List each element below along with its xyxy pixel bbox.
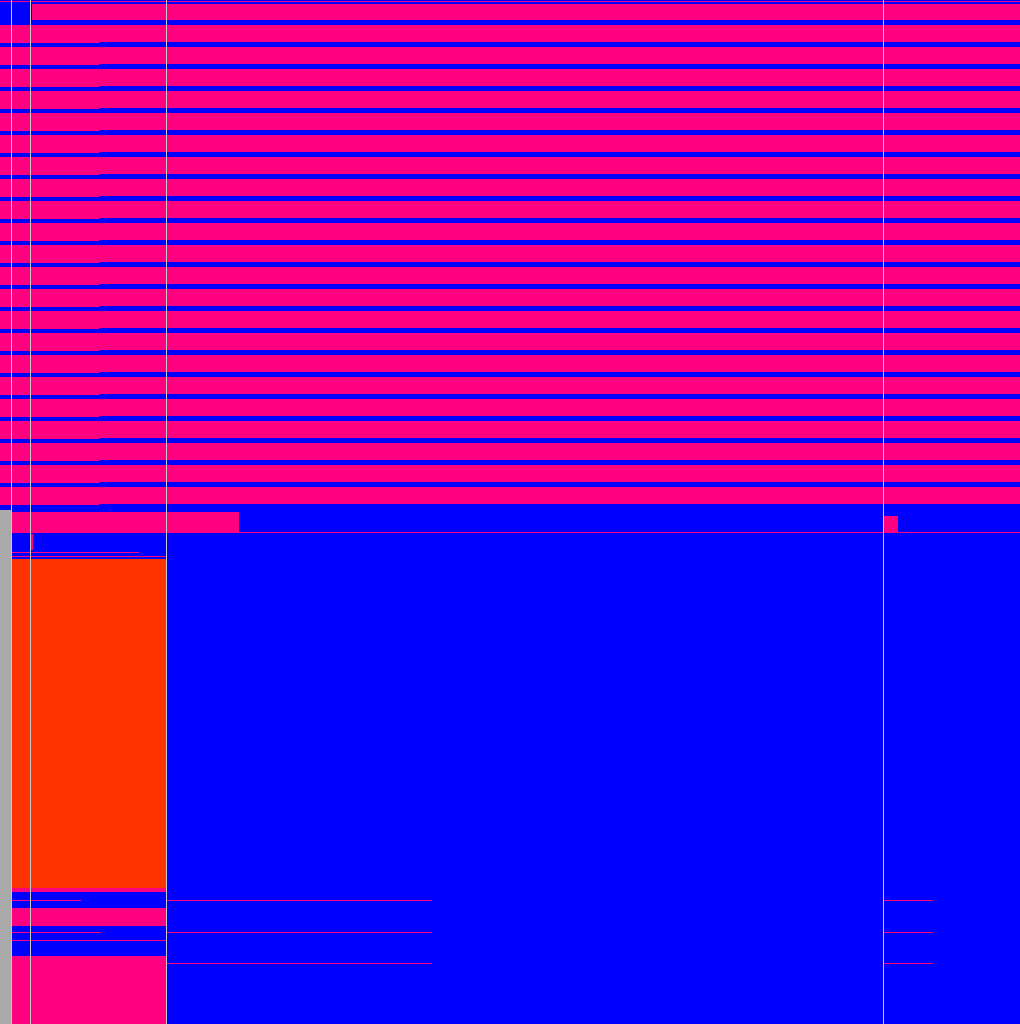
row-rule — [99, 394, 1020, 396]
header-bar — [32, 4, 1020, 20]
column-separator — [11, 0, 12, 1024]
row-rule — [99, 262, 1020, 264]
panel-icon — [30, 534, 33, 550]
divider — [166, 932, 432, 933]
panel-line — [11, 552, 139, 553]
panel-line — [11, 556, 166, 557]
divider — [166, 900, 432, 901]
column-separator — [883, 0, 884, 1024]
footer-band — [11, 892, 166, 908]
row-rule — [99, 284, 1020, 286]
list-row[interactable] — [0, 377, 1020, 395]
list-row[interactable] — [0, 399, 1020, 417]
row-rule — [99, 350, 1020, 352]
list-row[interactable] — [0, 113, 1020, 131]
list-row[interactable] — [0, 91, 1020, 109]
row-rule — [99, 108, 1020, 110]
list-row[interactable] — [0, 223, 1020, 241]
list-row[interactable] — [0, 157, 1020, 175]
row-rule — [99, 416, 1020, 418]
row-rule — [99, 196, 1020, 198]
list-row[interactable] — [0, 179, 1020, 197]
list-row[interactable] — [0, 25, 1020, 43]
row-rule — [99, 328, 1020, 330]
panel-image — [11, 559, 166, 888]
list-row[interactable] — [0, 443, 1020, 461]
column-separator — [166, 0, 167, 1024]
row-rule — [99, 42, 1020, 44]
list-row[interactable] — [0, 135, 1020, 153]
row-rule — [99, 174, 1020, 176]
row-rule — [99, 438, 1020, 440]
divider — [883, 900, 933, 901]
list-row[interactable] — [0, 47, 1020, 65]
row-rule — [99, 218, 1020, 220]
row-rule — [99, 482, 1020, 484]
row-rule — [99, 152, 1020, 154]
list-row[interactable] — [0, 311, 1020, 329]
list-row[interactable] — [0, 333, 1020, 351]
header-line — [0, 1, 1020, 2]
row-rule — [99, 64, 1020, 66]
panel-header — [11, 533, 166, 558]
list-row[interactable] — [0, 245, 1020, 263]
tab-active — [11, 512, 239, 532]
list-row[interactable] — [0, 69, 1020, 87]
footer-line — [11, 932, 101, 933]
row-rule — [99, 460, 1020, 462]
list-row[interactable] — [0, 465, 1020, 483]
tab-underline — [11, 532, 1020, 533]
panel-footer — [11, 888, 166, 1024]
divider — [166, 963, 432, 964]
row-rule — [99, 504, 1020, 506]
row-rule — [99, 372, 1020, 374]
footer-line — [11, 940, 166, 941]
list-row[interactable] — [0, 487, 1020, 505]
column-separator — [30, 0, 31, 1024]
divider — [883, 963, 933, 964]
divider — [883, 932, 933, 933]
list-row[interactable] — [0, 201, 1020, 219]
row-rule — [99, 130, 1020, 132]
row-rule — [99, 240, 1020, 242]
list-row[interactable] — [0, 289, 1020, 307]
tab-marker — [883, 516, 898, 532]
scroll-strip — [0, 510, 11, 1024]
list-row[interactable] — [0, 421, 1020, 439]
row-rule — [99, 86, 1020, 88]
list-row[interactable] — [0, 355, 1020, 373]
footer-band — [11, 926, 166, 956]
row-rule — [99, 306, 1020, 308]
footer-line — [11, 900, 81, 901]
list-row[interactable] — [0, 267, 1020, 285]
